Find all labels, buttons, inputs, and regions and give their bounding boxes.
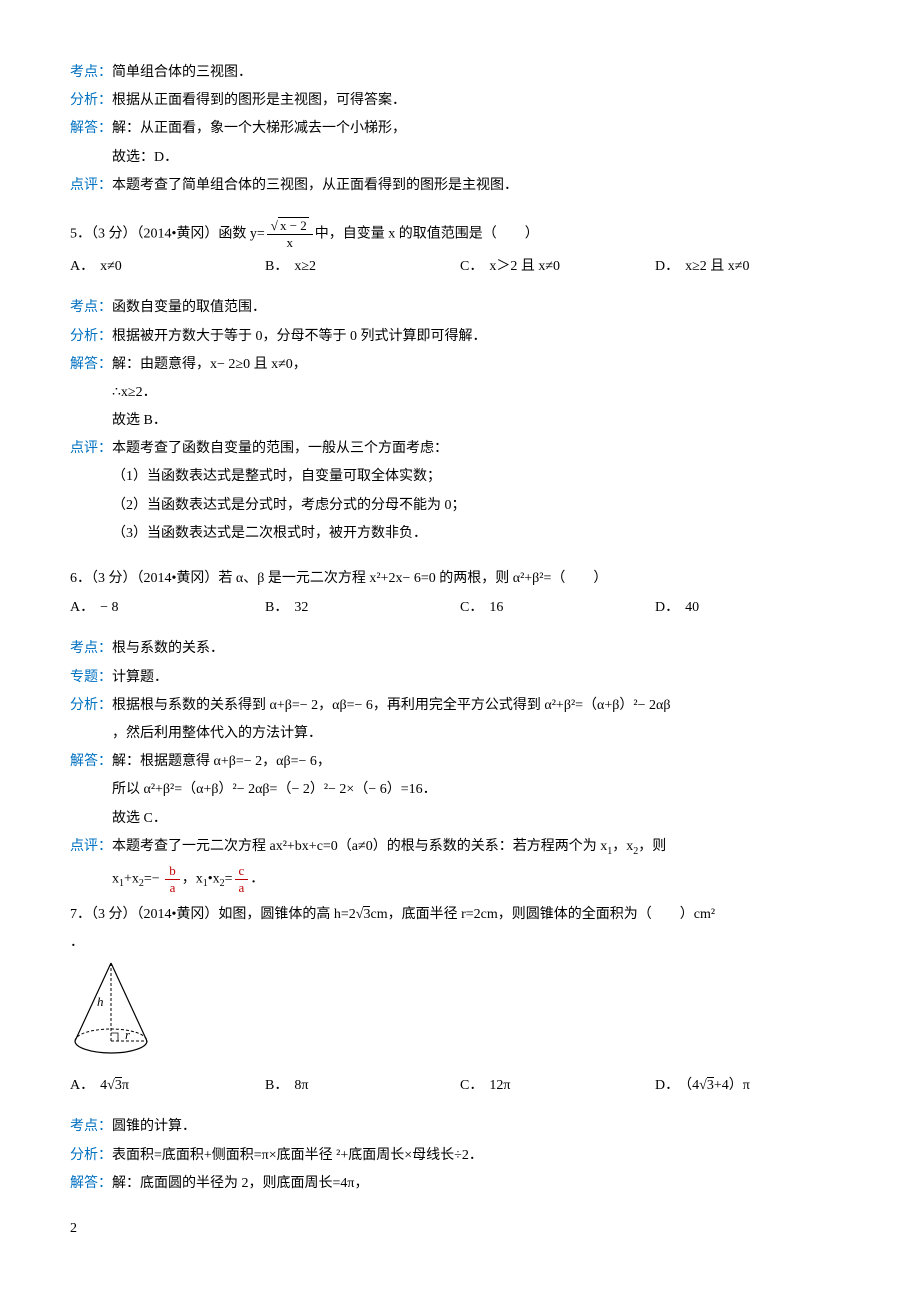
- cone-svg: h r: [70, 961, 152, 1056]
- jieda-label: 解答：: [70, 754, 112, 769]
- question-6-stem: 6．（3 分）（2014•黄冈）若 α、β 是一元二次方程 x²+2x− 6=0…: [70, 566, 850, 591]
- q5-frac-den: x: [283, 235, 298, 251]
- fenxi-label: 分析：: [70, 93, 112, 108]
- kaodian-label: 考点：: [70, 300, 112, 315]
- choice-C: C．12π: [460, 1073, 655, 1098]
- choice-D: D．（4√3+4）π: [655, 1073, 850, 1098]
- fenxi-text: 根据从正面看得到的图形是主视图，可得答案．: [112, 93, 406, 108]
- dianping-text: 本题考查了简单组合体的三视图，从正面看得到的图形是主视图．: [112, 178, 518, 193]
- jieda-text-1: 解：从正面看，象一个大梯形减去一个小梯形，: [112, 121, 406, 136]
- choice-B: B．8π: [265, 1073, 460, 1098]
- fenxi-text-2: ，然后利用整体代入的方法计算．: [70, 721, 850, 746]
- jieda-label: 解答：: [70, 1176, 112, 1191]
- kaodian-text: 圆锥的计算．: [112, 1119, 196, 1134]
- kaodian-line: 考点：简单组合体的三视图．: [70, 60, 850, 85]
- jieda-line: 解答：解：由题意得，x− 2≥0 且 x≠0，: [70, 352, 850, 377]
- dianping-label: 点评：: [70, 178, 112, 193]
- kaodian-line: 考点：圆锥的计算．: [70, 1114, 850, 1139]
- choice-C: C．x＞2 且 x≠0: [460, 254, 655, 279]
- dianping-text-1: 本题考查了函数自变量的范围，一般从三个方面考虑：: [112, 441, 448, 456]
- question-7-stem: 7．（3 分）（2014•黄冈）如图，圆锥体的高 h=2√3cm，底面半径 r=…: [70, 902, 850, 927]
- fenxi-line: 分析：表面积=底面积+侧面积=π×底面半径 ²+底面周长×母线长÷2．: [70, 1143, 850, 1168]
- q5-fraction: √x − 2x: [267, 218, 313, 250]
- kaodian-text: 函数自变量的取值范围．: [112, 300, 266, 315]
- q5-frac-num: √x − 2: [267, 218, 313, 235]
- question-7-choices: A．4√3π B．8π C．12π D．（4√3+4）π: [70, 1073, 850, 1098]
- jieda-text-2: 所以 α²+β²=（α+β）²− 2αβ=（− 2）²− 2×（− 6）=16．: [70, 777, 850, 802]
- fenxi-label: 分析：: [70, 329, 112, 344]
- question-5-stem: 5．（3 分）（2014•黄冈）函数 y=√x − 2x中，自变量 x 的取值范…: [70, 218, 850, 250]
- jieda-text-2: 故选：D．: [70, 145, 850, 170]
- kaodian-label: 考点：: [70, 1119, 112, 1134]
- q7-stem-pre: 7．（3 分）（2014•黄冈）如图，圆锥体的高 h=2: [70, 907, 356, 922]
- choice-B: B．x≥2: [265, 254, 460, 279]
- solution-block-q5: 考点：函数自变量的取值范围． 分析：根据被开方数大于等于 0，分母不等于 0 列…: [70, 295, 850, 546]
- solution-block-q7: 考点：圆锥的计算． 分析：表面积=底面积+侧面积=π×底面半径 ²+底面周长×母…: [70, 1114, 850, 1196]
- choice-D: D．x≥2 且 x≠0: [655, 254, 850, 279]
- kaodian-text: 简单组合体的三视图．: [112, 65, 252, 80]
- jieda-text: 解：底面圆的半径为 2，则底面周长=4π，: [112, 1176, 368, 1191]
- choice-A: A．− 8: [70, 595, 265, 620]
- jieda-label: 解答：: [70, 121, 112, 136]
- zhuanti-line: 专题：计算题．: [70, 665, 850, 690]
- kaodian-line: 考点：根与系数的关系．: [70, 636, 850, 661]
- kaodian-text: 根与系数的关系．: [112, 641, 224, 656]
- dianping-text-3: （2）当函数表达式是分式时，考虑分式的分母不能为 0；: [70, 493, 850, 518]
- jieda-line: 解答：解：底面圆的半径为 2，则底面周长=4π，: [70, 1171, 850, 1196]
- fraction-c-a: ca: [235, 863, 249, 895]
- jieda-text-2: ∴x≥2．: [70, 380, 850, 405]
- fenxi-label: 分析：: [70, 1148, 112, 1163]
- svg-text:h: h: [97, 994, 104, 1009]
- dianping-text-1a: 本题考查了一元二次方程 ax²+bx+c=0（a≠0）的根与系数的关系：若方程两…: [112, 839, 607, 854]
- fenxi-label: 分析：: [70, 698, 112, 713]
- question-5-choices: A．x≠0 B．x≥2 C．x＞2 且 x≠0 D．x≥2 且 x≠0: [70, 254, 850, 279]
- choice-A: A．x≠0: [70, 254, 265, 279]
- zhuanti-text: 计算题．: [112, 670, 168, 685]
- dianping-label: 点评：: [70, 441, 112, 456]
- kaodian-line: 考点：函数自变量的取值范围．: [70, 295, 850, 320]
- dianping-text-2: （1）当函数表达式是整式时，自变量可取全体实数；: [70, 464, 850, 489]
- kaodian-label: 考点：: [70, 65, 112, 80]
- dianping-line-1: 点评：本题考查了函数自变量的范围，一般从三个方面考虑：: [70, 436, 850, 461]
- q5-stem-pre: 5．（3 分）（2014•黄冈）函数 y=: [70, 226, 265, 241]
- dianping-line: 点评：本题考查了简单组合体的三视图，从正面看得到的图形是主视图．: [70, 173, 850, 198]
- jieda-line-1: 解答：解：根据题意得 α+β=− 2，αβ=− 6，: [70, 749, 850, 774]
- jieda-text-1: 解：由题意得，x− 2≥0 且 x≠0，: [112, 357, 307, 372]
- choice-A: A．4√3π: [70, 1073, 265, 1098]
- jieda-text-3: 故选 B．: [70, 408, 850, 433]
- solution-block-q4: 考点：简单组合体的三视图． 分析：根据从正面看得到的图形是主视图，可得答案． 解…: [70, 60, 850, 198]
- q5-stem-post: 中，自变量 x 的取值范围是（ ）: [315, 226, 539, 241]
- fenxi-line: 分析：根据被开方数大于等于 0，分母不等于 0 列式计算即可得解．: [70, 324, 850, 349]
- jieda-label: 解答：: [70, 357, 112, 372]
- cone-diagram: h r: [70, 961, 850, 1065]
- choice-B: B．32: [265, 595, 460, 620]
- choice-C: C．16: [460, 595, 655, 620]
- choice-D: D．40: [655, 595, 850, 620]
- fenxi-line: 分析：根据从正面看得到的图形是主视图，可得答案．: [70, 88, 850, 113]
- jieda-text-3: 故选 C．: [70, 806, 850, 831]
- dianping-line-1: 点评：本题考查了一元二次方程 ax²+bx+c=0（a≠0）的根与系数的关系：若…: [70, 834, 850, 861]
- fenxi-text-1: 根据根与系数的关系得到 α+β=− 2，αβ=− 6，再利用完全平方公式得到 α…: [112, 698, 670, 713]
- page-number: 2: [70, 1216, 850, 1241]
- kaodian-label: 考点：: [70, 641, 112, 656]
- zhuanti-label: 专题：: [70, 670, 112, 685]
- fenxi-line-1: 分析：根据根与系数的关系得到 α+β=− 2，αβ=− 6，再利用完全平方公式得…: [70, 693, 850, 718]
- jieda-text-1: 解：根据题意得 α+β=− 2，αβ=− 6，: [112, 754, 331, 769]
- jieda-line: 解答：解：从正面看，象一个大梯形减去一个小梯形，: [70, 116, 850, 141]
- fenxi-text: 表面积=底面积+侧面积=π×底面半径 ²+底面周长×母线长÷2．: [112, 1148, 483, 1163]
- question-6-choices: A．− 8 B．32 C．16 D．40: [70, 595, 850, 620]
- solution-block-q6: 考点：根与系数的关系． 专题：计算题． 分析：根据根与系数的关系得到 α+β=−…: [70, 636, 850, 895]
- q7-stem-mid: cm，底面半径 r=2cm，则圆锥体的全面积为（ ）cm²: [370, 907, 715, 922]
- dianping-label: 点评：: [70, 839, 112, 854]
- dianping-text-4: （3）当函数表达式是二次根式时，被开方数非负．: [70, 521, 850, 546]
- dianping-line-2: x1+x2=− ba，x1•x2=ca．: [70, 863, 850, 895]
- svg-text:r: r: [125, 1027, 131, 1042]
- fraction-b-a: ba: [165, 863, 180, 895]
- q7-stem-end: ．: [70, 930, 850, 955]
- fenxi-text: 根据被开方数大于等于 0，分母不等于 0 列式计算即可得解．: [112, 329, 487, 344]
